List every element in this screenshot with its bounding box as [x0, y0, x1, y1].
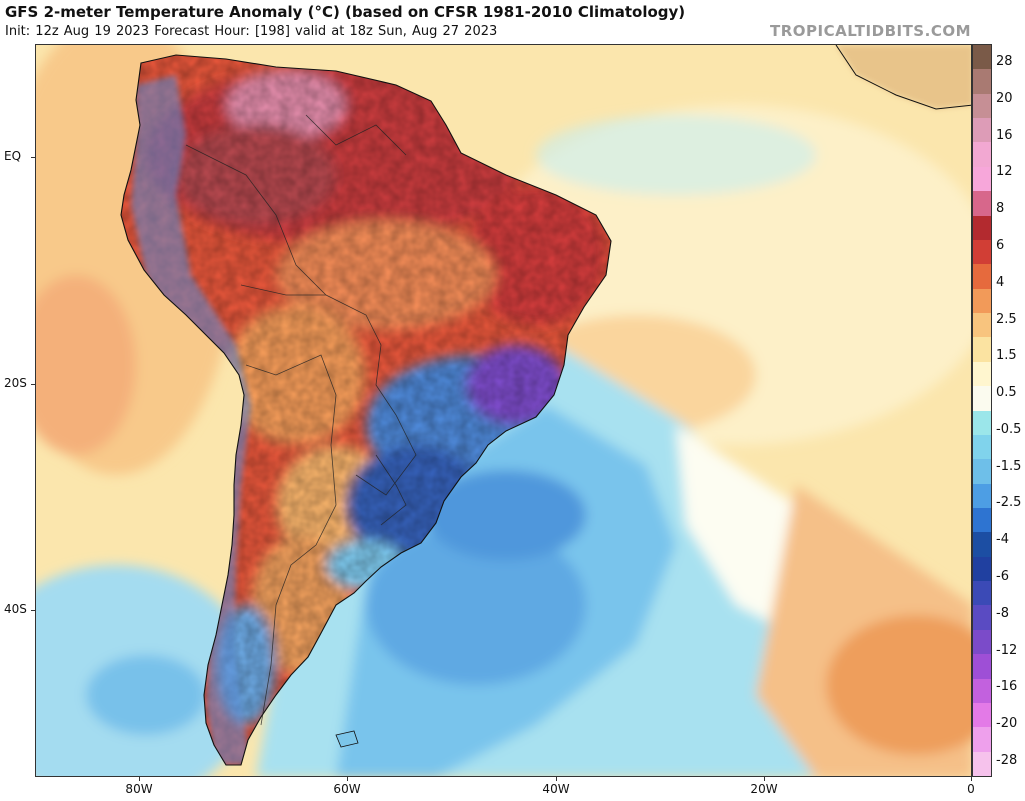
south-america-coastline — [120, 54, 612, 766]
lon-label-80w: 80W — [125, 782, 153, 796]
watermark: TROPICALTIDBITS.COM — [770, 22, 971, 40]
temperature-anomaly-map — [35, 44, 972, 777]
lat-tick — [31, 384, 35, 385]
colorbar-label: -1.5 — [996, 458, 1022, 474]
colorbar-label: 20 — [996, 90, 1013, 106]
colorbar-segment — [973, 313, 991, 338]
colorbar-segment — [973, 191, 991, 217]
colorbar-segment — [973, 605, 991, 631]
falkland-islands — [335, 730, 359, 748]
country-borders — [185, 114, 417, 726]
colorbar-segment — [973, 337, 991, 363]
colorbar-label: -4 — [996, 532, 1009, 548]
map-canvas — [36, 45, 971, 776]
colorbar-label: 4 — [996, 274, 1005, 290]
map-subtitle: Init: 12z Aug 19 2023 Forecast Hour: [19… — [5, 24, 498, 39]
colorbar-label: -16 — [996, 679, 1018, 695]
colorbar-label: -6 — [996, 569, 1009, 585]
colorbar-segment — [973, 507, 991, 533]
lon-tick — [764, 777, 765, 781]
colorbar-segment — [973, 215, 991, 241]
colorbar-label: 6 — [996, 237, 1005, 253]
lon-tick — [556, 777, 557, 781]
lat-label-eq: EQ — [4, 149, 22, 163]
colorbar-label: -8 — [996, 605, 1009, 621]
africa-coast — [835, 45, 971, 110]
colorbar-segment — [973, 361, 991, 387]
colorbar-label: 16 — [996, 127, 1013, 143]
colorbar-segment — [973, 459, 991, 485]
colorbar-label: 0.5 — [996, 385, 1017, 401]
colorbar-segment — [973, 118, 991, 143]
colorbar-segment — [973, 142, 991, 168]
colorbar-segment — [973, 69, 991, 95]
lon-tick — [139, 777, 140, 781]
colorbar-label: 1.5 — [996, 348, 1017, 364]
map-title: GFS 2-meter Temperature Anomaly (°C) (ba… — [5, 3, 686, 21]
colorbar-segment — [973, 386, 991, 411]
lat-label-40s: 40S — [4, 602, 27, 616]
lon-label-0: 0 — [967, 782, 975, 796]
colorbar-label: -12 — [996, 642, 1018, 658]
lon-label-20w: 20W — [750, 782, 778, 796]
colorbar-segment — [973, 288, 991, 314]
colorbar-label: -2.5 — [996, 495, 1022, 511]
colorbar — [972, 44, 992, 777]
colorbar-label: 28 — [996, 54, 1013, 69]
colorbar-segment — [973, 556, 991, 582]
colorbar-label: 2.5 — [996, 311, 1017, 327]
lon-tick — [971, 777, 972, 781]
colorbar-label: 12 — [996, 164, 1013, 180]
colorbar-segment — [973, 629, 991, 655]
colorbar-segment — [973, 45, 991, 70]
colorbar-label: -28 — [996, 753, 1018, 768]
colorbar-label: 8 — [996, 201, 1005, 217]
lat-tick — [31, 610, 35, 611]
lon-tick — [347, 777, 348, 781]
colorbar-segment — [973, 434, 991, 460]
colorbar-segment — [973, 532, 991, 558]
colorbar-segment — [973, 239, 991, 265]
colorbar-segment — [973, 702, 991, 728]
colorbar-segment — [973, 410, 991, 436]
colorbar-label: -20 — [996, 716, 1018, 732]
colorbar-segment — [973, 166, 991, 192]
lon-label-60w: 60W — [333, 782, 361, 796]
colorbar-segment — [973, 93, 991, 119]
lon-label-40w: 40W — [542, 782, 570, 796]
colorbar-segment — [973, 264, 991, 290]
lat-label-20s: 20S — [4, 376, 27, 390]
colorbar-segment — [973, 581, 991, 606]
colorbar-label: -0.5 — [996, 421, 1022, 437]
colorbar-segment — [973, 654, 991, 680]
colorbar-segment — [973, 678, 991, 704]
lat-tick — [31, 157, 35, 158]
colorbar-segment — [973, 751, 991, 777]
colorbar-segment — [973, 483, 991, 509]
colorbar-segment — [973, 727, 991, 753]
